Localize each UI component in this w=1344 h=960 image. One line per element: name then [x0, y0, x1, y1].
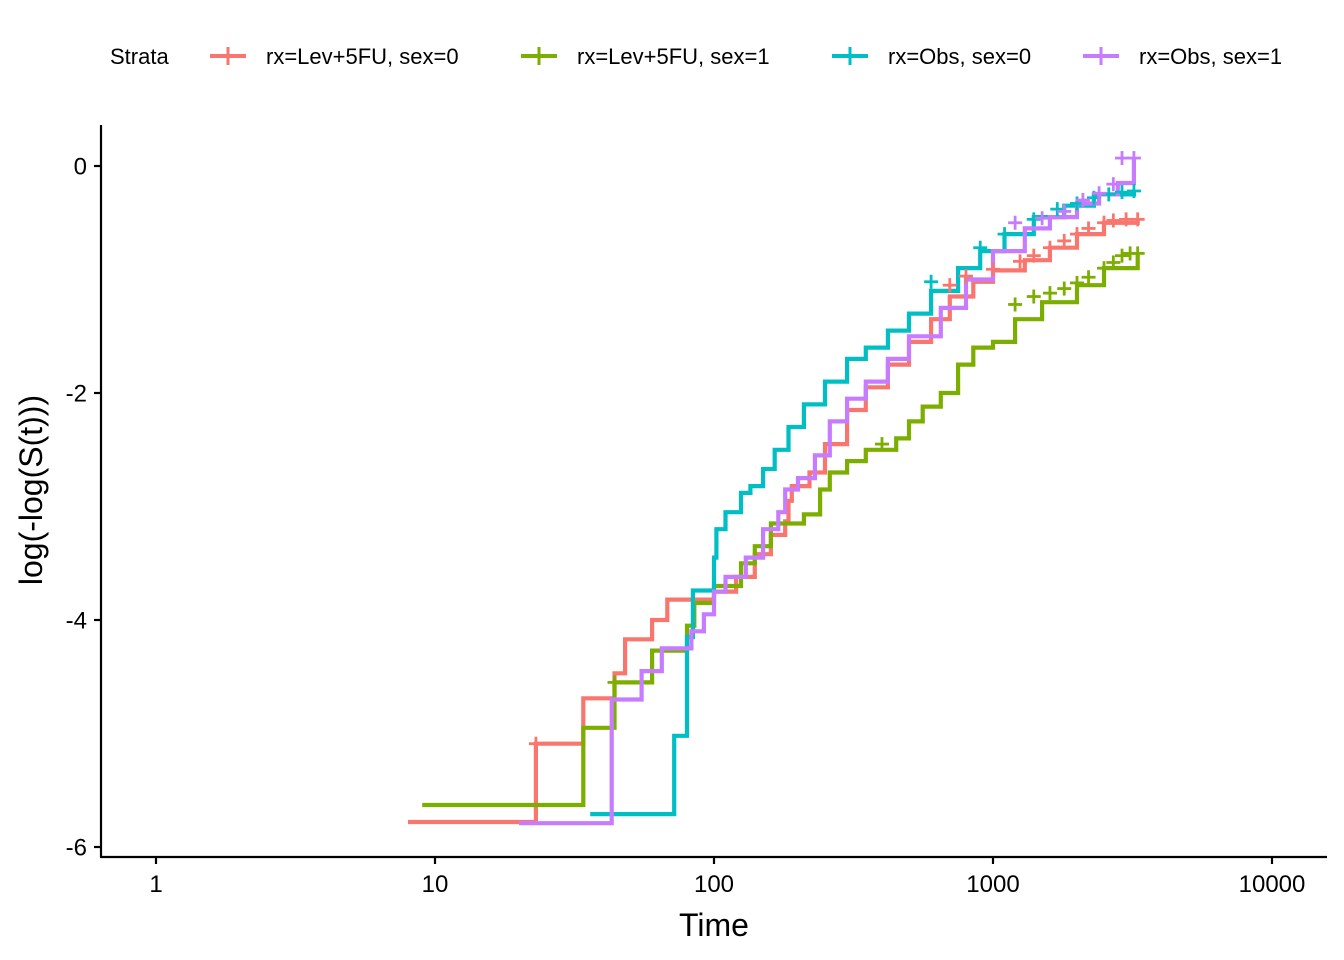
censor-mark	[1115, 151, 1130, 166]
censor-mark	[1069, 275, 1084, 290]
censor-mark	[1115, 248, 1130, 263]
x-tick-label: 10	[422, 871, 449, 898]
censor-mark	[1026, 248, 1041, 263]
censor-mark	[528, 736, 543, 751]
legend-item: rx=Obs, sex=1	[1083, 44, 1282, 69]
censor-mark	[1042, 240, 1057, 255]
censor-mark	[997, 227, 1012, 242]
x-tick-label: 1000	[966, 871, 1019, 898]
censor-mark	[1126, 151, 1141, 166]
censor-mark	[1075, 193, 1090, 208]
censor-mark	[1069, 227, 1084, 242]
censor-mark	[874, 437, 889, 452]
censor-mark	[1130, 246, 1145, 261]
censor-mark	[1008, 215, 1023, 230]
legend-title: Strata	[110, 44, 169, 69]
censor-mark	[1008, 297, 1023, 312]
censor-mark	[973, 240, 988, 255]
y-ticks: 0 -2 -4 -6	[66, 154, 101, 862]
legend-label: rx=Lev+5FU, sex=0	[266, 44, 459, 69]
legend-entries: rx=Lev+5FU, sex=0 rx=Lev+5FU, sex=1 rx=Obs…	[210, 44, 1282, 69]
censor-mark	[958, 269, 973, 284]
legend-item: rx=Lev+5FU, sex=1	[521, 44, 770, 69]
series-line-4	[519, 158, 1136, 826]
series-line-3	[590, 191, 1136, 817]
legend-item: rx=Lev+5FU, sex=0	[210, 44, 459, 69]
y-tick-label: -2	[66, 381, 87, 408]
censor-mark	[607, 675, 622, 690]
censor-mark	[1106, 177, 1121, 192]
y-axis-title: log(-log(S(t)))	[13, 395, 49, 585]
x-tick-label: 100	[694, 871, 734, 898]
x-axis-title: Time	[679, 907, 749, 943]
legend: Strata rx=Lev+5FU, sex=0 rx=Lev+5FU, sex=…	[110, 44, 1282, 69]
series-line-1	[408, 219, 1140, 825]
x-tick-label: 1	[149, 871, 162, 898]
y-tick-label: -6	[66, 835, 87, 862]
censor-mark	[1057, 233, 1072, 248]
censor-mark	[1130, 212, 1145, 227]
censor-mark	[1050, 202, 1065, 217]
censor-mark	[1106, 213, 1121, 228]
y-tick-label: 0	[74, 154, 87, 181]
censor-mark	[1092, 186, 1107, 201]
censor-mark	[1126, 183, 1141, 198]
x-ticks: 1 10 100 1000 10000	[149, 857, 1305, 898]
axes: 0 -2 -4 -6 1 10 100 1000 10000	[66, 125, 1327, 898]
plot-curves	[408, 158, 1140, 826]
censor-mark	[1057, 204, 1072, 219]
legend-label: rx=Obs, sex=0	[888, 44, 1031, 69]
censor-mark	[1106, 255, 1121, 270]
censor-mark	[1035, 211, 1050, 226]
censor-mark	[1097, 261, 1112, 276]
x-tick-label: 10000	[1239, 871, 1306, 898]
censor-mark	[1042, 286, 1057, 301]
censor-mark	[1013, 254, 1028, 269]
censor-mark	[1115, 185, 1130, 200]
y-tick-label: -4	[66, 608, 87, 635]
censor-mark	[1081, 270, 1096, 285]
censor-mark	[1026, 289, 1041, 304]
censor-mark	[986, 262, 1000, 277]
legend-label: rx=Obs, sex=1	[1139, 44, 1282, 69]
censor-mark	[1097, 215, 1112, 230]
censor-mark	[1057, 281, 1072, 296]
censor-mark	[1081, 221, 1096, 236]
censor-mark	[924, 274, 939, 289]
legend-item: rx=Obs, sex=0	[832, 44, 1031, 69]
legend-label: rx=Lev+5FU, sex=1	[577, 44, 770, 69]
censor-mark	[942, 278, 957, 293]
censor-marks	[528, 151, 1145, 751]
